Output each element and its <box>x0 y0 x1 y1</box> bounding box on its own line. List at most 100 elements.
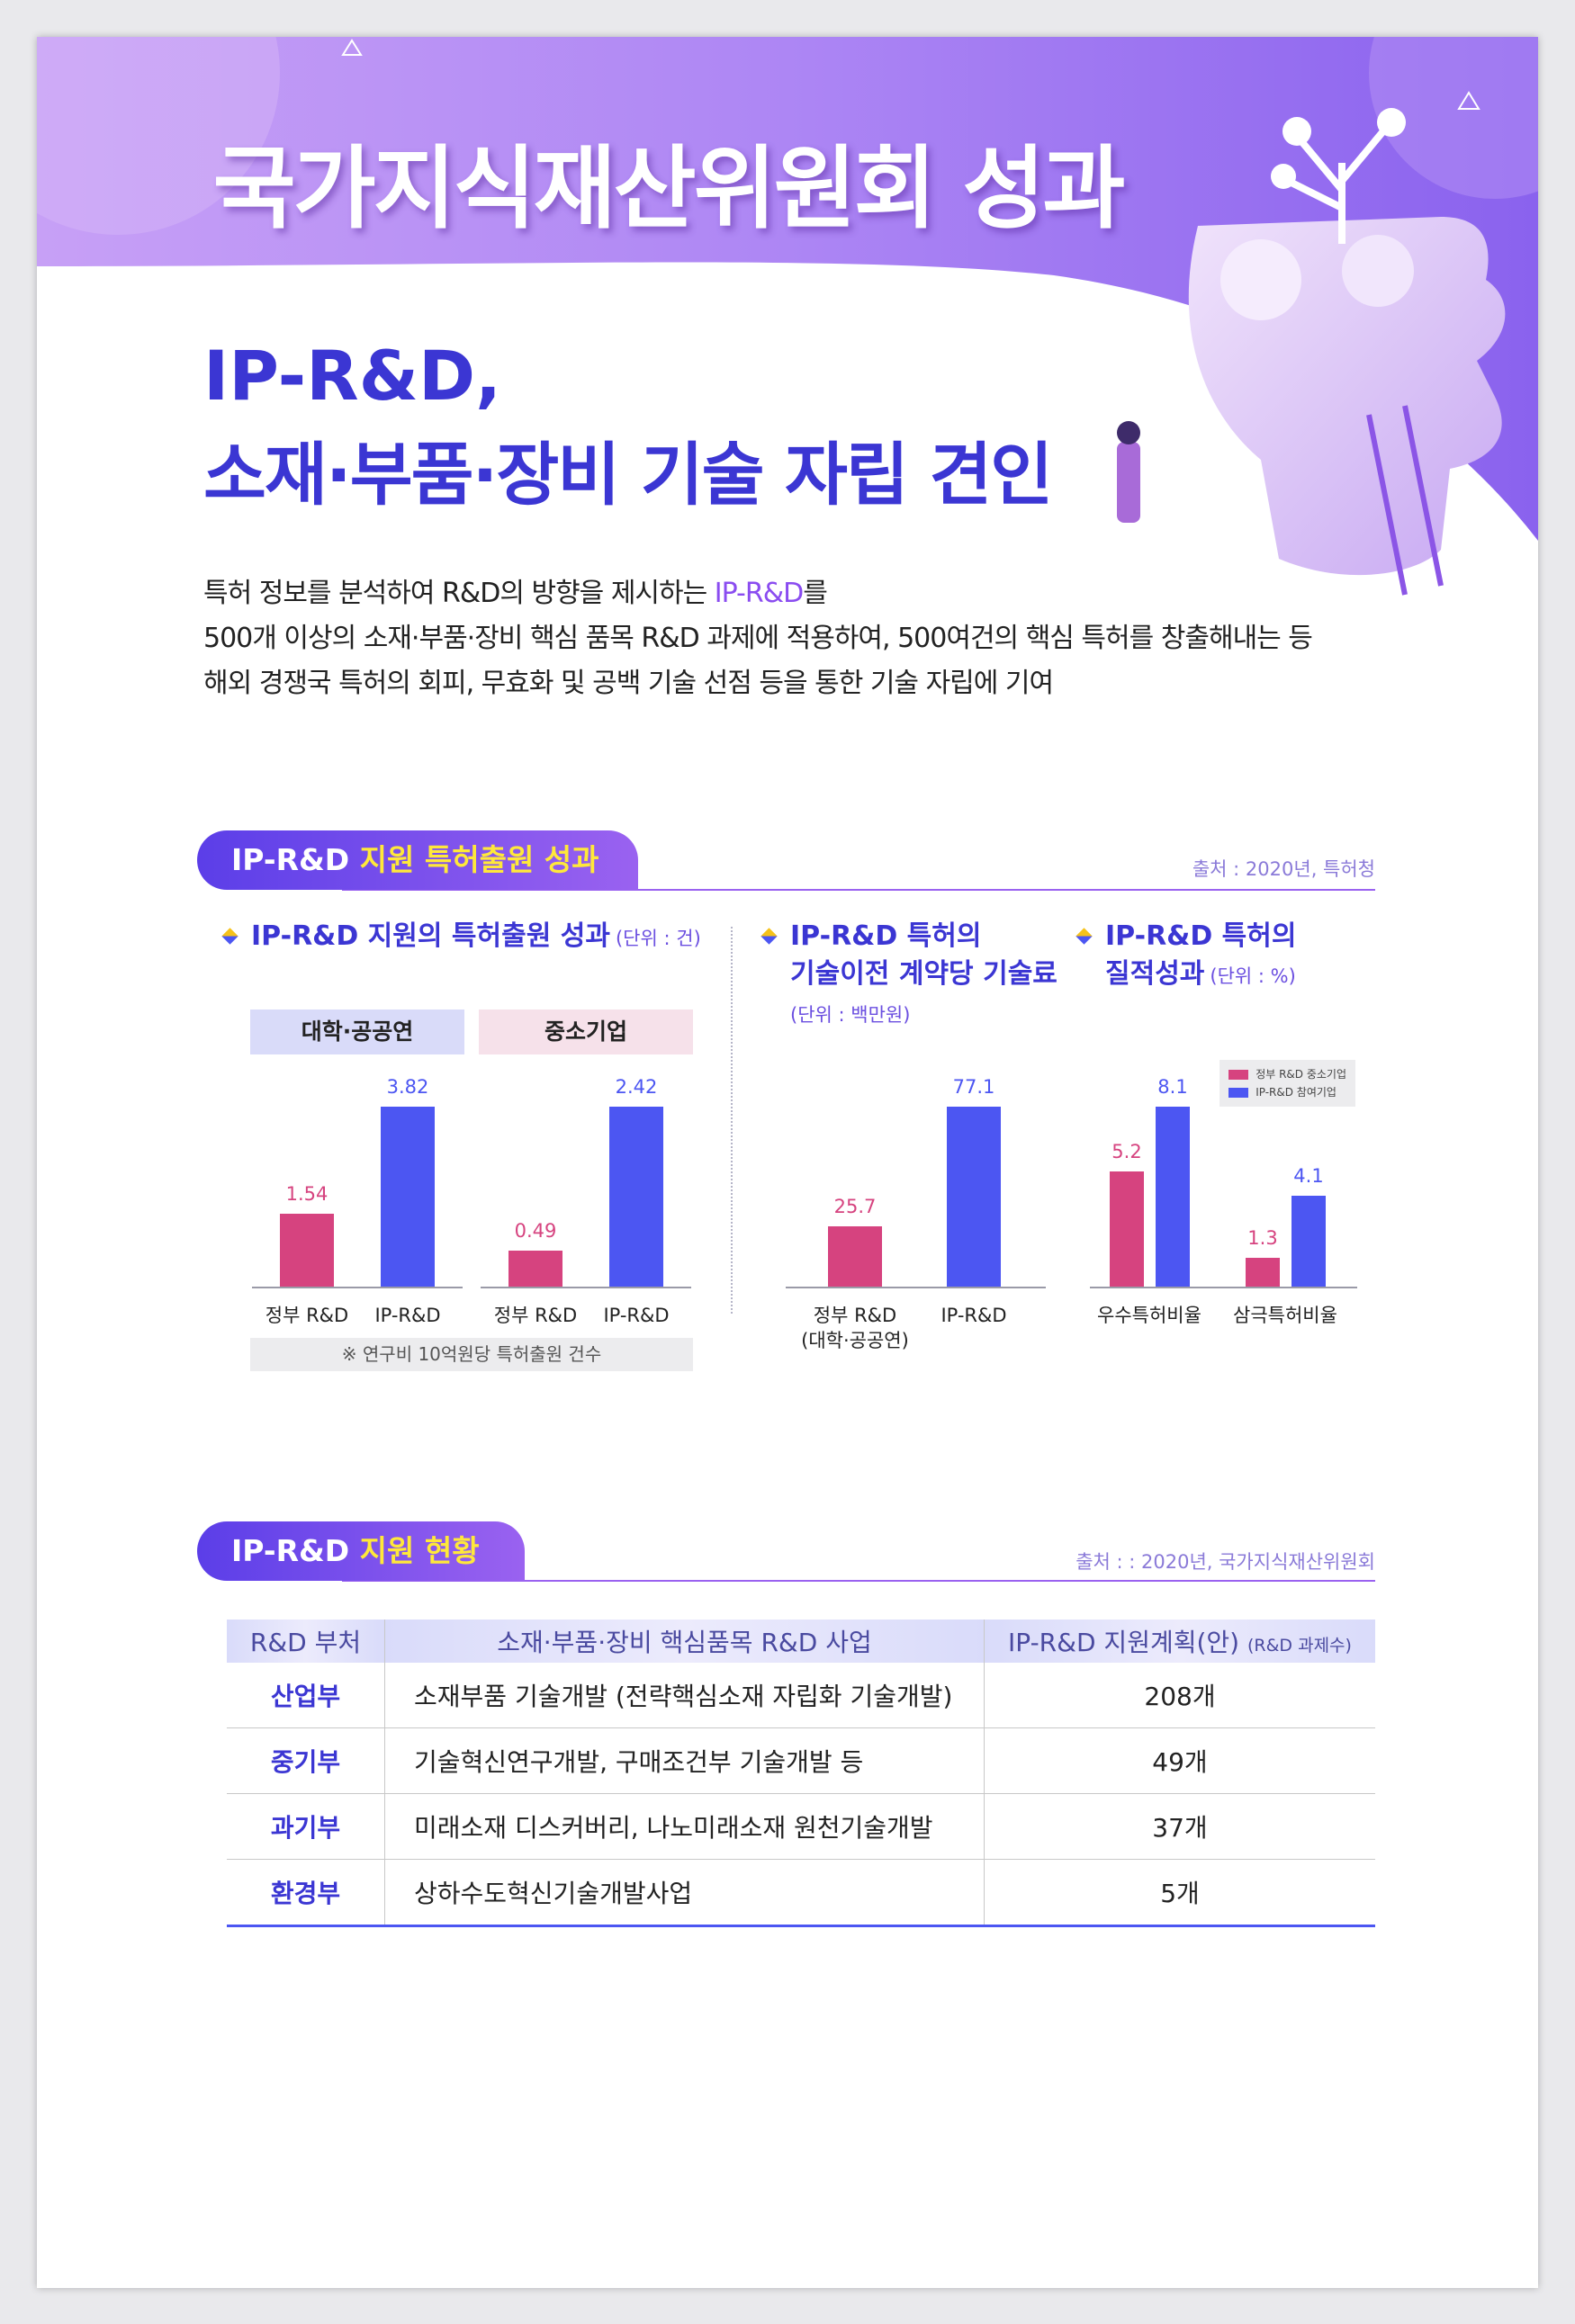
table-cell: 5개 <box>984 1859 1375 1927</box>
value-label: 5.2 <box>1112 1140 1142 1162</box>
table-cell: 37개 <box>984 1793 1375 1860</box>
section-title-highlight: 지원 특허출원 성과 <box>359 842 599 877</box>
value-label: 3.82 <box>386 1076 429 1098</box>
chart-title-text: IP-R&D 특허의 기술이전 계약당 기술료 <box>790 920 1058 990</box>
value-label: 1.54 <box>285 1183 328 1206</box>
unit: (단위 : 건) <box>615 928 701 949</box>
person <box>1117 442 1140 523</box>
intro-text: 를 <box>803 578 828 609</box>
table-row: 산업부 소재부품 기술개발 (전략핵심소재 자립화 기술개발) 208개 <box>227 1663 1375 1728</box>
bar <box>381 1107 435 1287</box>
table-cell: 208개 <box>984 1663 1375 1728</box>
section-title-lead: IP-R&D <box>231 1533 350 1568</box>
value-label: 8.1 <box>1157 1076 1188 1098</box>
bar <box>1246 1257 1280 1287</box>
leaf <box>1377 108 1406 137</box>
panel-header: 중소기업 <box>479 1009 693 1054</box>
chart-title: IP-R&D 특허의 질적성과 (단위 : %) <box>1105 918 1296 995</box>
table-header-row: R&D 부처 소재·부품·장비 핵심품목 R&D 사업 IP-R&D 지원계획(… <box>227 1620 1375 1663</box>
intro-text: 특허 정보를 분석하여 R&D의 방향을 제시하는 <box>203 578 715 609</box>
tree <box>1286 124 1390 244</box>
bulb <box>1342 235 1414 307</box>
header-cell: R&D 부처 <box>227 1620 385 1663</box>
unit: (단위 : 백만원) <box>790 1004 911 1026</box>
x-tick-label: 정부 R&D <box>265 1305 349 1326</box>
table-cell: 환경부 <box>227 1859 385 1927</box>
table-cell: 상하수도혁신기술개발사업 <box>384 1859 985 1927</box>
value-label: 1.3 <box>1247 1226 1278 1249</box>
bulb <box>1220 239 1301 320</box>
leaf <box>1271 164 1296 189</box>
intro-highlight: IP-R&D <box>714 578 804 609</box>
chart-title: IP-R&D 지원의 특허출원 성과 (단위 : 건) <box>251 918 701 957</box>
bar <box>1110 1171 1144 1287</box>
support-table: R&D 부처 소재·부품·장비 핵심품목 R&D 사업 IP-R&D 지원계획(… <box>227 1620 1375 1927</box>
baseline <box>481 1287 691 1288</box>
bar <box>508 1250 562 1287</box>
table-cell: 기술혁신연구개발, 구매조건부 기술개발 등 <box>384 1727 985 1794</box>
leaf <box>1282 117 1311 146</box>
baseline <box>786 1287 1046 1288</box>
section-rule <box>342 889 1375 891</box>
legend-swatch <box>1228 1069 1249 1080</box>
subtitle: 소재·부품·장비 기술 자립 견인 <box>203 435 1053 515</box>
person <box>1117 421 1140 444</box>
x-tick-label: IP-R&D <box>940 1305 1007 1326</box>
section-title: IP-R&D 지원 현황 <box>197 1521 525 1581</box>
header-note: (R&D 과제수) <box>1246 1636 1352 1656</box>
deco-triangle <box>1457 91 1480 110</box>
legend: 정부 R&D 중소기업 IP-R&D 참여기업 <box>1220 1060 1355 1107</box>
subtitle: IP-R&D, <box>203 336 501 416</box>
table-row: 과기부 미래소재 디스커버리, 나노미래소재 원천기술개발 37개 <box>227 1793 1375 1860</box>
baseline <box>252 1287 463 1288</box>
legend-label: IP-R&D 참여기업 <box>1256 1086 1336 1099</box>
table-cell: 49개 <box>984 1727 1375 1794</box>
main-title: 국가지식재산위원회 성과 <box>212 136 1126 241</box>
intro-line: 500개 이상의 소재·부품·장비 핵심 품목 R&D 과제에 적용하여, 50… <box>203 623 1313 654</box>
table-cell: 과기부 <box>227 1793 385 1860</box>
deco-circle <box>1369 37 1538 199</box>
x-tick-label: IP-R&D <box>374 1305 441 1326</box>
header-cell: IP-R&D 지원계획(안) (R&D 과제수) <box>984 1620 1375 1663</box>
table-row: 중기부 기술혁신연구개발, 구매조건부 기술개발 등 49개 <box>227 1727 1375 1794</box>
source: 출처 : : 2020년, 국가지식재산위원회 <box>1076 1551 1375 1573</box>
unit: (단위 : %) <box>1210 965 1296 987</box>
table-body: 산업부 소재부품 기술개발 (전략핵심소재 자립화 기술개발) 208개 중기부 기술혁… <box>227 1663 1375 1927</box>
table-head: R&D 부처 소재·부품·장비 핵심품목 R&D 사업 IP-R&D 지원계획(… <box>227 1620 1375 1663</box>
ladder <box>1366 405 1444 596</box>
panel-header: 대학·공공연 <box>250 1009 464 1054</box>
x-tick-label: 우수특허비율 <box>1097 1305 1202 1326</box>
baseline <box>1090 1287 1357 1288</box>
header-text: IP-R&D 지원계획(안) <box>1008 1628 1240 1657</box>
intro-line: 특허 정보를 분석하여 R&D의 방향을 제시하는 IP-R&D를 <box>203 571 1312 616</box>
header-band <box>37 37 1538 541</box>
intro: 특허 정보를 분석하여 R&D의 방향을 제시하는 IP-R&D를 500개 이… <box>203 571 1313 706</box>
section-title: IP-R&D 지원 특허출원 성과 <box>197 830 638 890</box>
bar <box>828 1226 882 1287</box>
x-tick-label: 삼극특허비율 <box>1233 1305 1337 1326</box>
bar <box>947 1107 1001 1287</box>
legend-label: 정부 R&D 중소기업 <box>1256 1068 1346 1081</box>
value-label: 0.49 <box>514 1219 557 1242</box>
value-label: 25.7 <box>833 1196 877 1218</box>
x-tick-label: 정부 R&D <box>493 1305 578 1326</box>
header-art <box>37 37 1538 596</box>
chart-title: IP-R&D 특허의 기술이전 계약당 기술료 <box>790 918 1058 993</box>
legend-entry: IP-R&D 참여기업 <box>1228 1083 1346 1101</box>
section-title-lead: IP-R&D <box>231 842 350 877</box>
table-cell: 소재부품 기술개발 (전략핵심소재 자립화 기술개발) <box>384 1663 985 1728</box>
divider <box>731 927 733 1314</box>
chart-title-text: IP-R&D 지원의 특허출원 성과 <box>251 920 610 952</box>
header-cell: 소재·부품·장비 핵심품목 R&D 사업 <box>384 1620 985 1663</box>
deco-circle <box>37 37 280 235</box>
bar <box>1156 1107 1190 1287</box>
bar <box>609 1107 663 1287</box>
legend-swatch <box>1228 1087 1249 1098</box>
value-label: 2.42 <box>615 1076 658 1098</box>
intro-line: 해외 경쟁국 특허의 회피, 무효화 및 공백 기술 선점 등을 통한 기술 자… <box>203 668 1054 699</box>
value-label: 4.1 <box>1293 1164 1324 1187</box>
value-label: 77.1 <box>952 1076 995 1098</box>
section-rule <box>342 1580 1375 1582</box>
section-title-highlight: 지원 현황 <box>359 1533 480 1568</box>
